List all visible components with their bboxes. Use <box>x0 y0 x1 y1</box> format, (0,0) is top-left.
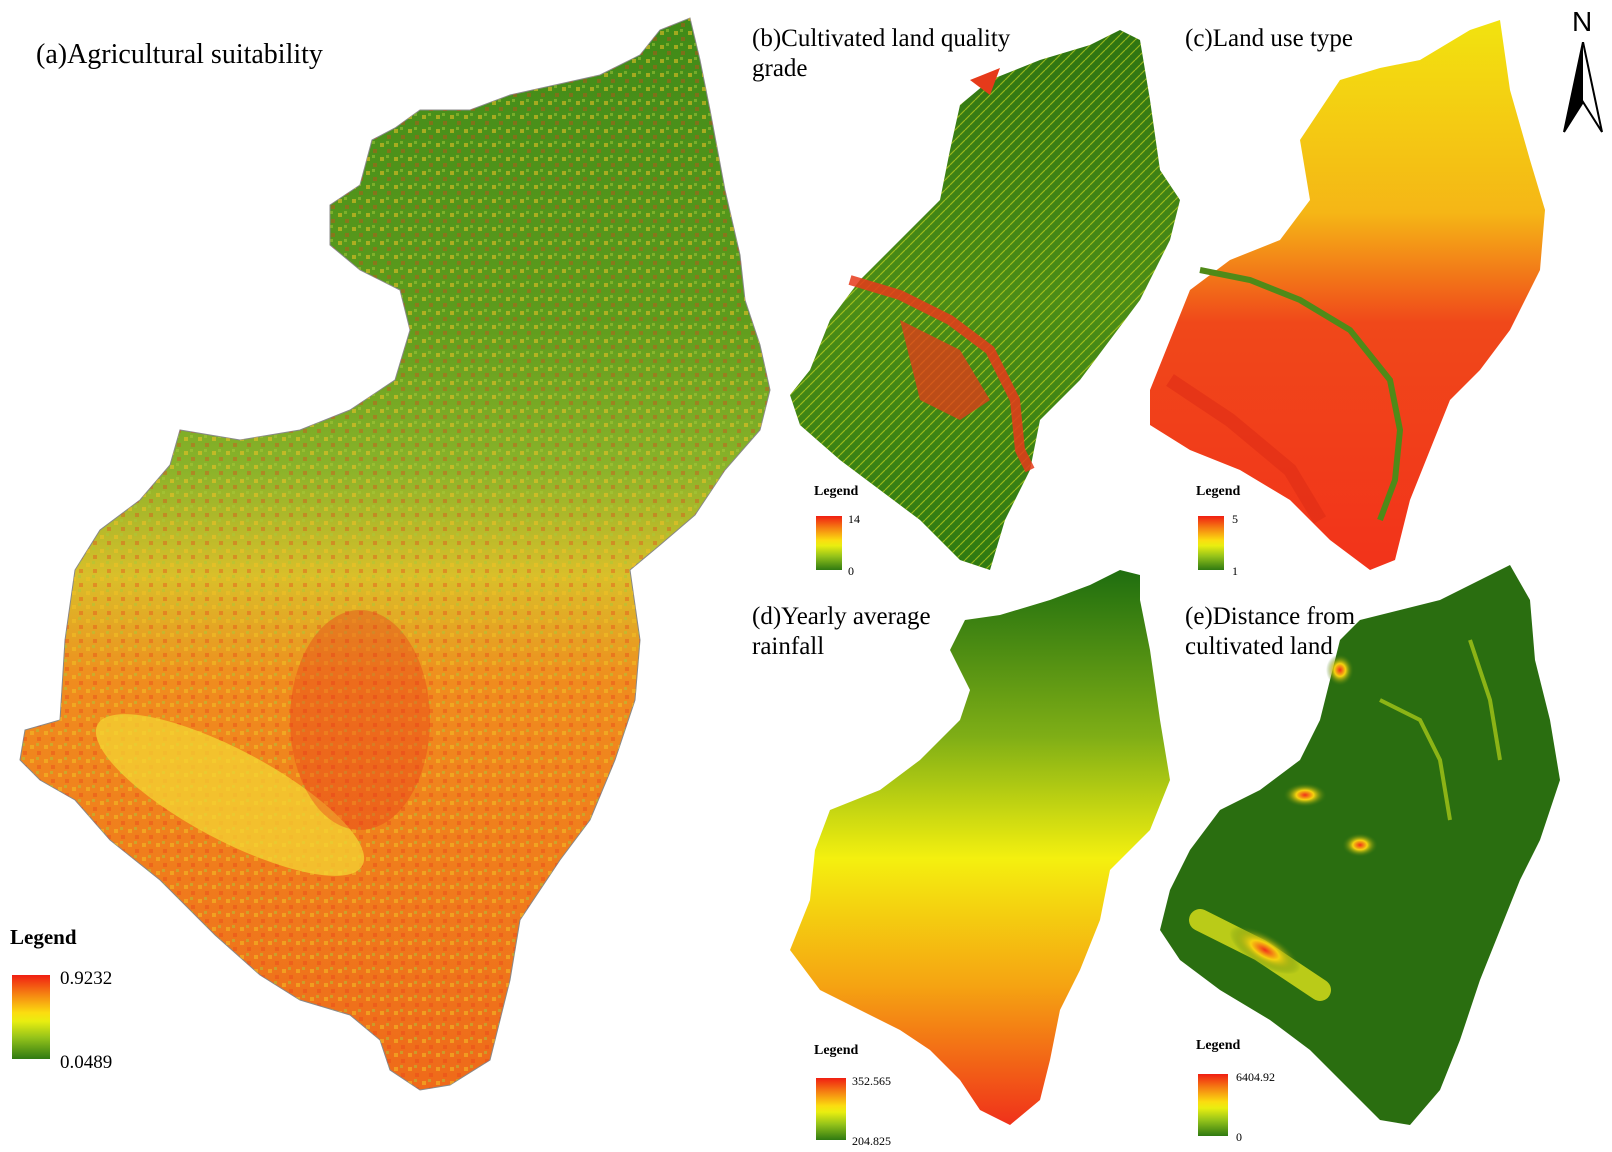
legend-e-max: 6404.92 <box>1236 1070 1275 1084</box>
legend-e-min: 0 <box>1236 1130 1242 1144</box>
legend-e-title: Legend <box>1196 1038 1241 1053</box>
north-arrow-icon <box>1563 42 1603 133</box>
legend-a-min: 0.0489 <box>60 1052 113 1073</box>
legend-b-max: 14 <box>848 512 860 526</box>
map-e <box>1160 565 1560 1125</box>
panel-a-title: (a)Agricultural suitability <box>36 39 323 70</box>
legend-d-min: 204.825 <box>852 1134 891 1148</box>
map-a <box>19 17 771 1091</box>
panel-e-title: (e)Distance from cultivated land <box>1185 603 1356 660</box>
legend-c-max: 5 <box>1232 512 1238 526</box>
legend-c-ramp <box>1198 516 1224 570</box>
legend-a-max: 0.9232 <box>60 968 113 989</box>
legend-c-min: 1 <box>1232 564 1238 578</box>
north-arrow: N <box>1558 6 1608 133</box>
panel-c-title: (c)Land use type <box>1185 25 1353 52</box>
legend-b-ramp <box>816 516 842 570</box>
map-b <box>790 30 1180 570</box>
legend-b-title: Legend <box>814 484 859 499</box>
legend-d-ramp <box>816 1078 846 1140</box>
legend-a-title: Legend <box>10 925 77 949</box>
north-label: N <box>1572 6 1593 37</box>
legend-c-title: Legend <box>1196 484 1241 499</box>
panel-b-title: (b)Cultivated land quality grade <box>752 25 1011 82</box>
legend-b-min: 0 <box>848 564 854 578</box>
legend-d-title: Legend <box>814 1043 859 1058</box>
map-d <box>790 570 1170 1125</box>
panel-d-title: (d)Yearly average rainfall <box>752 603 931 660</box>
legend-d-max: 352.565 <box>852 1074 891 1088</box>
map-c <box>1150 20 1545 570</box>
legend-a-ramp <box>12 975 50 1059</box>
legend-e-ramp <box>1198 1074 1228 1136</box>
